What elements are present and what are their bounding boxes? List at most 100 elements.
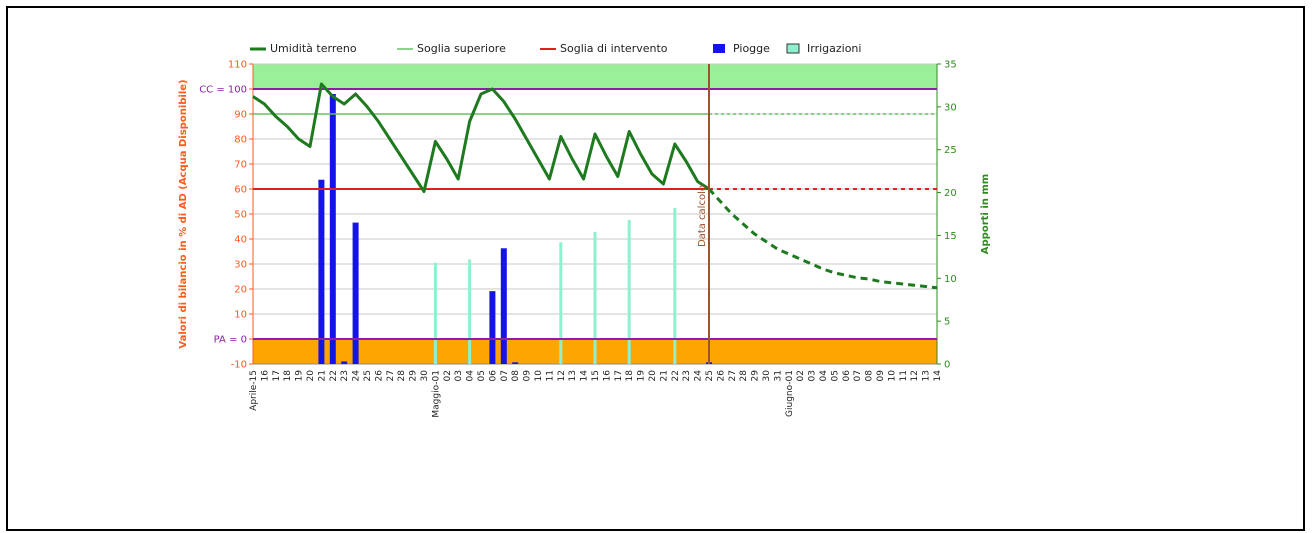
left-tick-label: 110	[228, 60, 247, 71]
x-tick-label: 20	[648, 370, 658, 382]
left-tick-label: 40	[234, 235, 247, 246]
x-tick-label: 31	[773, 370, 783, 381]
irrigation-bar	[627, 220, 631, 364]
x-tick-label: 21	[317, 370, 327, 381]
x-tick-label: 02	[443, 370, 453, 381]
x-tick-label: 19	[295, 370, 305, 382]
x-tick-label: 30	[762, 370, 772, 382]
x-tick-label: 04	[819, 370, 829, 382]
x-tick-label: 28	[739, 370, 749, 382]
legend-label: Soglia di intervento	[560, 42, 668, 55]
right-tick-label: 25	[944, 145, 957, 156]
x-tick-label: 28	[397, 370, 407, 382]
right-tick-label: 5	[944, 317, 950, 328]
x-tick-label: 05	[830, 370, 840, 381]
legend-swatch	[713, 44, 725, 53]
irrigation-bar	[468, 259, 472, 364]
x-tick-label: 27	[728, 370, 738, 381]
right-tick-label: 15	[944, 231, 957, 242]
x-tick-label: 17	[272, 370, 282, 381]
left-tick-label: 50	[234, 210, 247, 221]
left-tick-label: -10	[231, 360, 247, 371]
x-tick-label: 15	[591, 370, 601, 381]
x-tick-label: 18	[283, 370, 293, 382]
legend-label: Irrigazioni	[807, 42, 861, 55]
soil-moisture-forecast-line	[707, 187, 938, 290]
x-tick-label: 25	[705, 370, 715, 381]
x-tick-label: 13	[922, 370, 932, 381]
x-tick-label: 14	[933, 370, 943, 382]
left-tick-label: 10	[234, 310, 247, 321]
left-tick-label: 80	[234, 135, 247, 146]
x-tick-label: 09	[876, 370, 886, 382]
x-tick-label: 22	[329, 370, 339, 381]
legend-label: Piogge	[733, 42, 770, 55]
x-tick-label: 12	[557, 370, 567, 381]
x-tick-label: 02	[796, 370, 806, 381]
x-tick-label: 30	[420, 370, 430, 382]
rain-bar	[341, 361, 348, 364]
irrigation-bar	[673, 208, 677, 364]
x-tick-label: 04	[466, 370, 476, 382]
x-tick-label: Giugno-01	[785, 370, 795, 417]
rain-bar	[329, 94, 336, 364]
left-tick-label: 90	[234, 110, 247, 121]
x-tick-label: 19	[637, 370, 647, 382]
x-tick-label: 10	[887, 370, 897, 382]
x-tick-label: 08	[865, 370, 875, 382]
irrigation-bar	[559, 242, 563, 364]
calc-date-label: Data calcolo	[697, 185, 708, 247]
rain-bar	[500, 248, 507, 364]
left-tick-label: 70	[234, 160, 247, 171]
x-tick-label: 09	[523, 370, 533, 382]
x-tick-label: 03	[808, 370, 818, 381]
rain-bar	[318, 179, 325, 364]
x-tick-label: 18	[625, 370, 635, 382]
x-tick-label: 26	[716, 370, 726, 382]
right-tick-label: 0	[944, 360, 950, 371]
left-tick-label: CC = 100	[199, 85, 247, 96]
x-tick-label: 10	[534, 370, 544, 382]
y-axis-left-label: Valori di bilancio in % di AD (Acqua Dis…	[178, 79, 189, 348]
left-tick-label: PA = 0	[214, 335, 247, 346]
x-tick-label: 07	[853, 370, 863, 381]
x-tick-label: 17	[614, 370, 624, 381]
left-tick-label: 30	[234, 260, 247, 271]
x-tick-label: 06	[488, 370, 498, 382]
x-tick-label: 23	[682, 370, 692, 381]
left-tick-label: 60	[234, 185, 247, 196]
x-tick-label: 24	[694, 370, 704, 382]
x-tick-label: 29	[409, 370, 419, 382]
x-tick-label: 21	[659, 370, 669, 381]
band-0	[253, 64, 937, 89]
rain-bar	[512, 362, 519, 364]
legend-label: Soglia superiore	[417, 42, 506, 55]
x-tick-label: 11	[899, 370, 909, 381]
x-tick-label: Aprile-15	[249, 370, 259, 411]
x-tick-label: 22	[671, 370, 681, 381]
x-tick-label: 25	[363, 370, 373, 381]
x-tick-label: Maggio-01	[431, 370, 441, 418]
x-tick-label: 11	[545, 370, 555, 381]
right-tick-label: 35	[944, 60, 957, 71]
x-tick-label: 23	[340, 370, 350, 381]
x-tick-label: 07	[500, 370, 510, 381]
rain-bar	[489, 291, 496, 364]
x-tick-label: 13	[568, 370, 578, 381]
x-tick-label: 08	[511, 370, 521, 382]
x-tick-label: 16	[602, 370, 612, 382]
right-tick-label: 10	[944, 274, 957, 285]
x-tick-label: 29	[751, 370, 761, 382]
x-tick-label: 03	[454, 370, 464, 381]
rain-bar	[352, 222, 359, 364]
legend-swatch	[786, 43, 800, 54]
right-tick-label: 20	[944, 188, 957, 199]
left-tick-label: 20	[234, 285, 247, 296]
x-tick-label: 06	[842, 370, 852, 382]
irrigation-bar	[433, 262, 437, 364]
x-tick-label: 14	[580, 370, 590, 382]
x-tick-label: 27	[386, 370, 396, 381]
x-tick-label: 26	[374, 370, 384, 382]
x-tick-label: 20	[306, 370, 316, 382]
